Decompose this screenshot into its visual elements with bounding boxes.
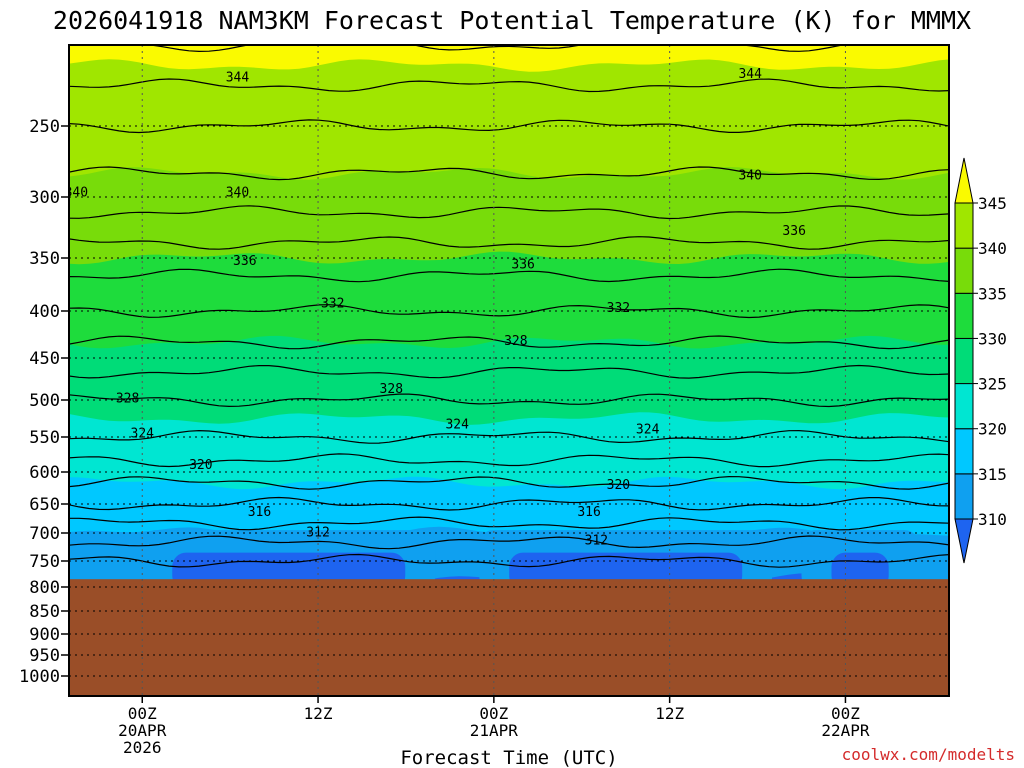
contour-label-13: 324: [131, 426, 155, 441]
colorbar-bottom-arrow: [954, 518, 974, 564]
colorbar-bin-310: [954, 473, 974, 520]
x-tick-label-4-1: 22APR: [821, 721, 870, 740]
colorbar-label-320: 320: [978, 420, 1007, 439]
contour-316: [69, 516, 949, 531]
contour-label-7: 336: [782, 224, 805, 239]
contour-label-18: 316: [248, 505, 271, 520]
x-tick-label-4-0: 00Z: [831, 704, 860, 723]
colorbar-label-330: 330: [978, 329, 1007, 348]
contour-328: [69, 364, 949, 379]
contour-label-16: 320: [189, 458, 212, 473]
contour-340: [69, 166, 949, 181]
colorbar-label-325: 325: [978, 375, 1007, 394]
contour-label-5: 336: [233, 254, 256, 269]
y-tick-label-750: 750: [29, 552, 60, 572]
contour-338: [69, 205, 949, 220]
contour-312: [69, 553, 949, 568]
x-tick-label-1-0: 12Z: [304, 704, 333, 723]
theta-contours: [69, 45, 949, 568]
contour-314: [69, 535, 949, 550]
contour-label-9: 332: [607, 301, 630, 316]
x-tick-label-2-1: 21APR: [470, 721, 519, 740]
contour-label-11: 328: [380, 382, 403, 397]
y-tick-label-400: 400: [29, 302, 60, 322]
contour-330: [69, 335, 949, 350]
y-tick-label-700: 700: [29, 524, 60, 544]
contour-label-14: 324: [445, 417, 469, 432]
grid-lines: [69, 45, 949, 696]
contour-labels: 344 344 340 340 340 336 336 336 332 332 328 328 328 3…: [65, 67, 806, 548]
contour-label-17: 320: [607, 478, 630, 493]
contour-334: [69, 268, 949, 283]
y-tick-label-850: 850: [29, 602, 60, 622]
y-tick-label-600: 600: [29, 463, 60, 483]
contour-label-2: 340: [65, 186, 88, 201]
contour-344: [69, 78, 949, 93]
colorbar-label-310: 310: [978, 510, 1007, 529]
colorbar-bin-315: [954, 428, 974, 475]
y-tick-label-950: 950: [29, 646, 60, 666]
x-tick-label-3-0: 12Z: [655, 704, 684, 723]
contour-342: [69, 119, 949, 134]
contour-label-10: 328: [116, 391, 139, 406]
colorbar-bin-330: [954, 292, 974, 339]
y-tick-label-800: 800: [29, 578, 60, 598]
y-tick-label-250: 250: [29, 117, 60, 137]
colorbar-bin-335: [954, 247, 974, 294]
y-axis: 250 300 350 400 450 500 550 600 650 700 750 800 850 9…: [19, 117, 69, 687]
contour-324: [69, 429, 949, 444]
contour-label-0: 344: [226, 70, 250, 85]
contour-label-3: 340: [226, 186, 249, 201]
colorbar-bin-340: [954, 202, 974, 249]
y-tick-label-350: 350: [29, 249, 60, 269]
contour-336: [69, 236, 949, 250]
x-axis-title: Forecast Time (UTC): [400, 747, 617, 768]
y-tick-label-650: 650: [29, 495, 60, 515]
y-tick-label-1000: 1000: [19, 667, 60, 687]
colorbar-label-340: 340: [978, 239, 1007, 258]
colorbar: 310 315 320 325 330 335 340 345: [954, 157, 1007, 564]
contour-318: [69, 496, 949, 511]
colorbar-label-345: 345: [978, 194, 1007, 213]
colorbar-bin-320: [954, 383, 974, 430]
contour-label-8: 332: [321, 297, 344, 312]
contour-label-20: 312: [306, 525, 329, 540]
x-tick-label-2-0: 00Z: [479, 704, 508, 723]
colorbar-top-arrow: [954, 157, 974, 204]
contour-label-12: 328: [504, 334, 527, 349]
colorbar-label-315: 315: [978, 465, 1007, 484]
y-tick-label-300: 300: [29, 188, 60, 208]
colorbar-bin-325: [954, 337, 974, 385]
contour-320: [69, 475, 949, 490]
y-tick-label-550: 550: [29, 428, 60, 448]
plot-area: 344 344 340 340 340 336 336 336 332 332 328 328 328 3…: [65, 45, 949, 696]
contour-346: [80, 45, 846, 53]
y-tick-label-450: 450: [29, 349, 60, 369]
contour-label-21: 312: [585, 533, 608, 548]
x-tick-label-0-0: 00Z: [128, 704, 157, 723]
chart-title: 2026041918 NAM3KM Forecast Potential Tem…: [53, 6, 971, 35]
below-surface-region: [69, 579, 949, 696]
contour-label-4: 340: [738, 169, 761, 184]
contour-label-1: 344: [738, 67, 762, 82]
contour-label-19: 316: [577, 505, 600, 520]
colorbar-label-335: 335: [978, 284, 1007, 303]
y-tick-label-500: 500: [29, 391, 60, 411]
contour-326: [69, 393, 949, 408]
y-tick-label-900: 900: [29, 625, 60, 645]
x-tick-label-0-2: 2026: [123, 738, 162, 757]
credit-text: coolwx.com/modelts: [842, 745, 1015, 764]
contour-label-6: 336: [511, 257, 534, 272]
x-tick-label-0-1: 20APR: [118, 721, 167, 740]
plot-frame: [68, 44, 950, 697]
contour-322: [69, 453, 949, 468]
contour-label-15: 324: [636, 423, 660, 438]
